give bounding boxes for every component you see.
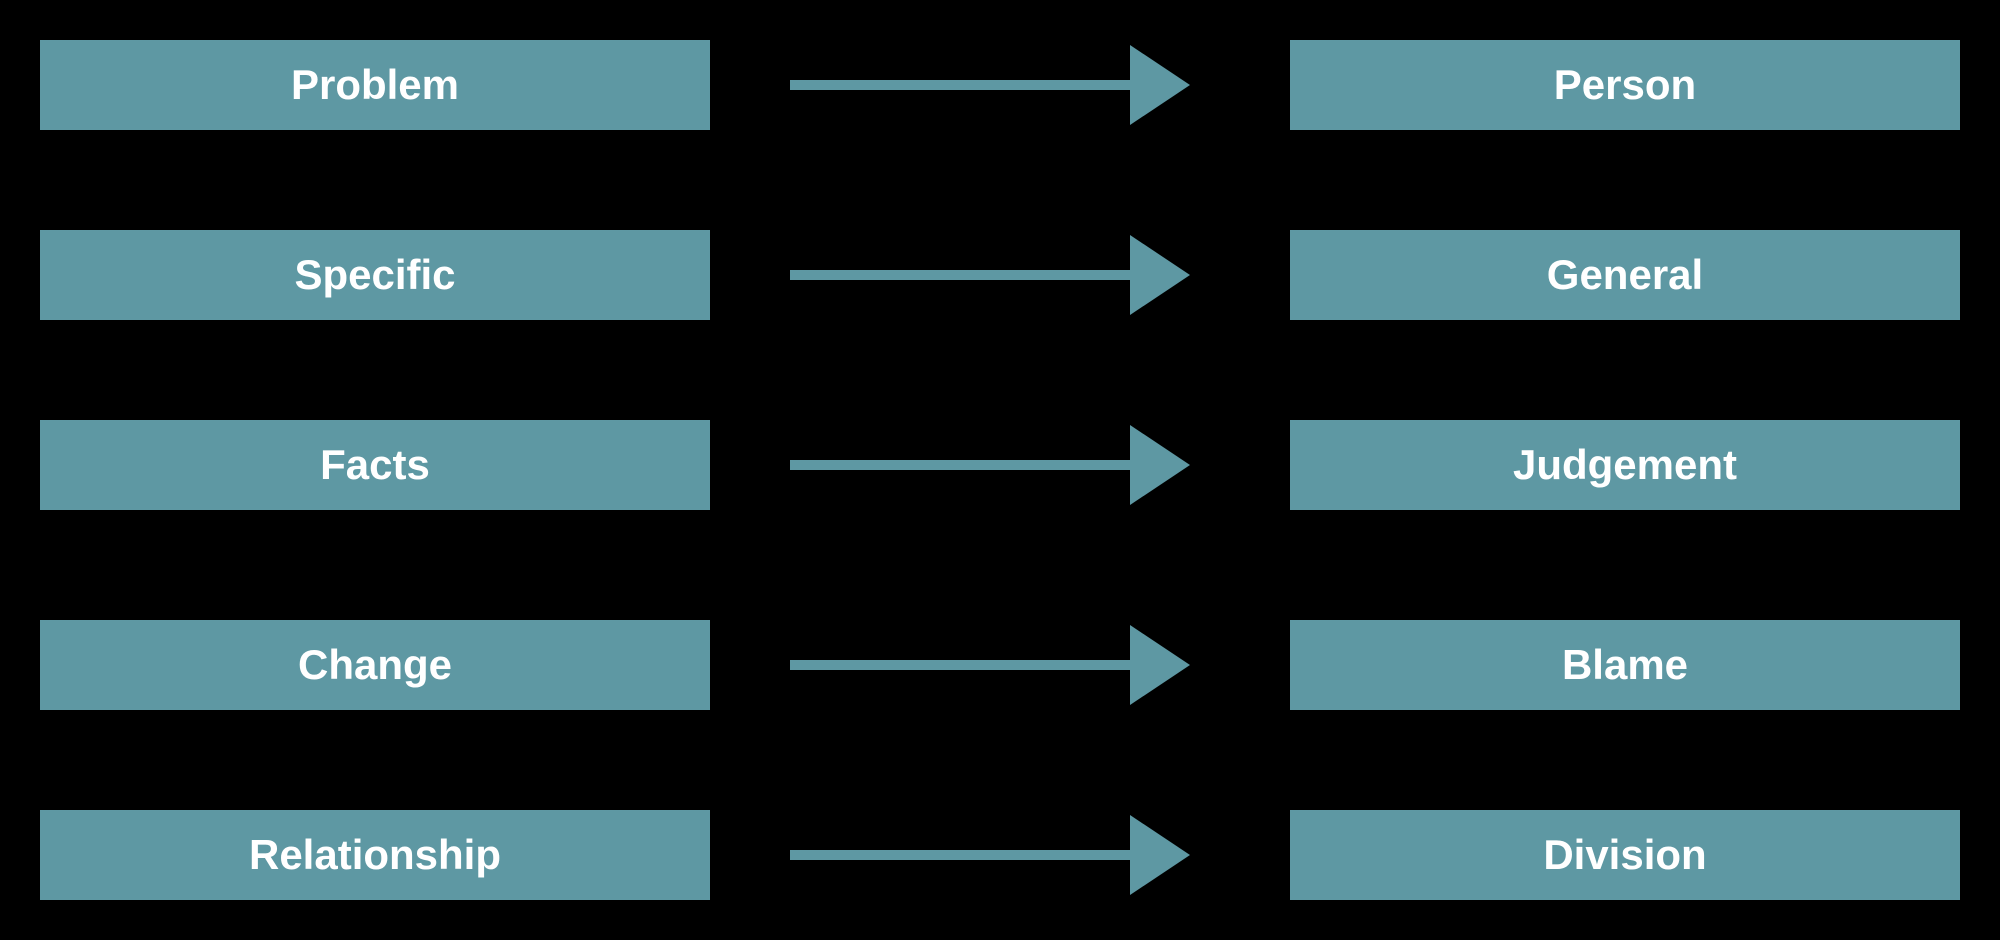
arrow-line [790, 80, 1130, 90]
right-box: Judgement [1290, 420, 1960, 510]
arrow-head-icon [1130, 425, 1190, 505]
arrow-line [790, 460, 1130, 470]
left-box-label: Change [298, 641, 452, 689]
right-box: Blame [1290, 620, 1960, 710]
left-box-label: Relationship [249, 831, 501, 879]
left-box: Change [40, 620, 710, 710]
arrow-head-icon [1130, 625, 1190, 705]
left-box: Relationship [40, 810, 710, 900]
arrow-head-icon [1130, 815, 1190, 895]
arrow-line [790, 850, 1130, 860]
left-box-label: Specific [294, 251, 455, 299]
left-box: Problem [40, 40, 710, 130]
diagram-canvas: Problem Person Specific General Facts Judgeme… [0, 0, 2000, 940]
right-box-label: Division [1543, 831, 1706, 879]
arrow-line [790, 660, 1130, 670]
right-box-label: General [1547, 251, 1703, 299]
right-box-label: Person [1554, 61, 1696, 109]
right-box-label: Blame [1562, 641, 1688, 689]
arrow-head-icon [1130, 45, 1190, 125]
left-box: Facts [40, 420, 710, 510]
left-box: Specific [40, 230, 710, 320]
arrow-head-icon [1130, 235, 1190, 315]
right-box: Person [1290, 40, 1960, 130]
left-box-label: Facts [320, 441, 430, 489]
right-box: Division [1290, 810, 1960, 900]
arrow-line [790, 270, 1130, 280]
right-box: General [1290, 230, 1960, 320]
right-box-label: Judgement [1513, 441, 1737, 489]
left-box-label: Problem [291, 61, 459, 109]
